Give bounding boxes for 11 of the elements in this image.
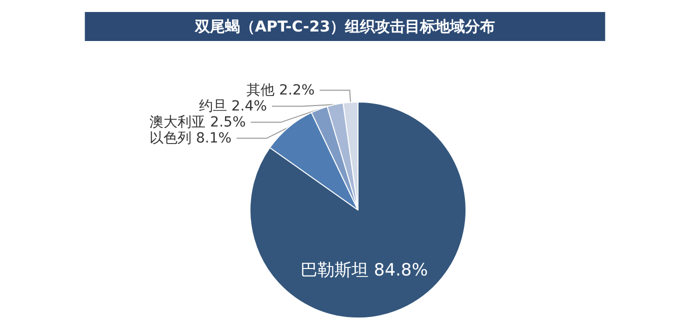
data-label: 2.5% — [210, 114, 246, 130]
slice-label: 其他 — [246, 82, 275, 98]
data-label: 2.4% — [231, 98, 267, 114]
slice-label: 以色列 — [150, 130, 192, 146]
data-label: 84.8% — [374, 260, 428, 281]
slice-label: 约旦 — [198, 98, 227, 114]
slice-label: 澳大利亚 — [150, 114, 206, 130]
slice-label: 巴勒斯坦 — [300, 260, 368, 281]
data-label: 2.2% — [279, 82, 315, 98]
chart-title: 双尾蝎（APT-C-23）组织攻击目标地域分布 — [194, 18, 496, 36]
data-label: 8.1% — [196, 130, 232, 146]
